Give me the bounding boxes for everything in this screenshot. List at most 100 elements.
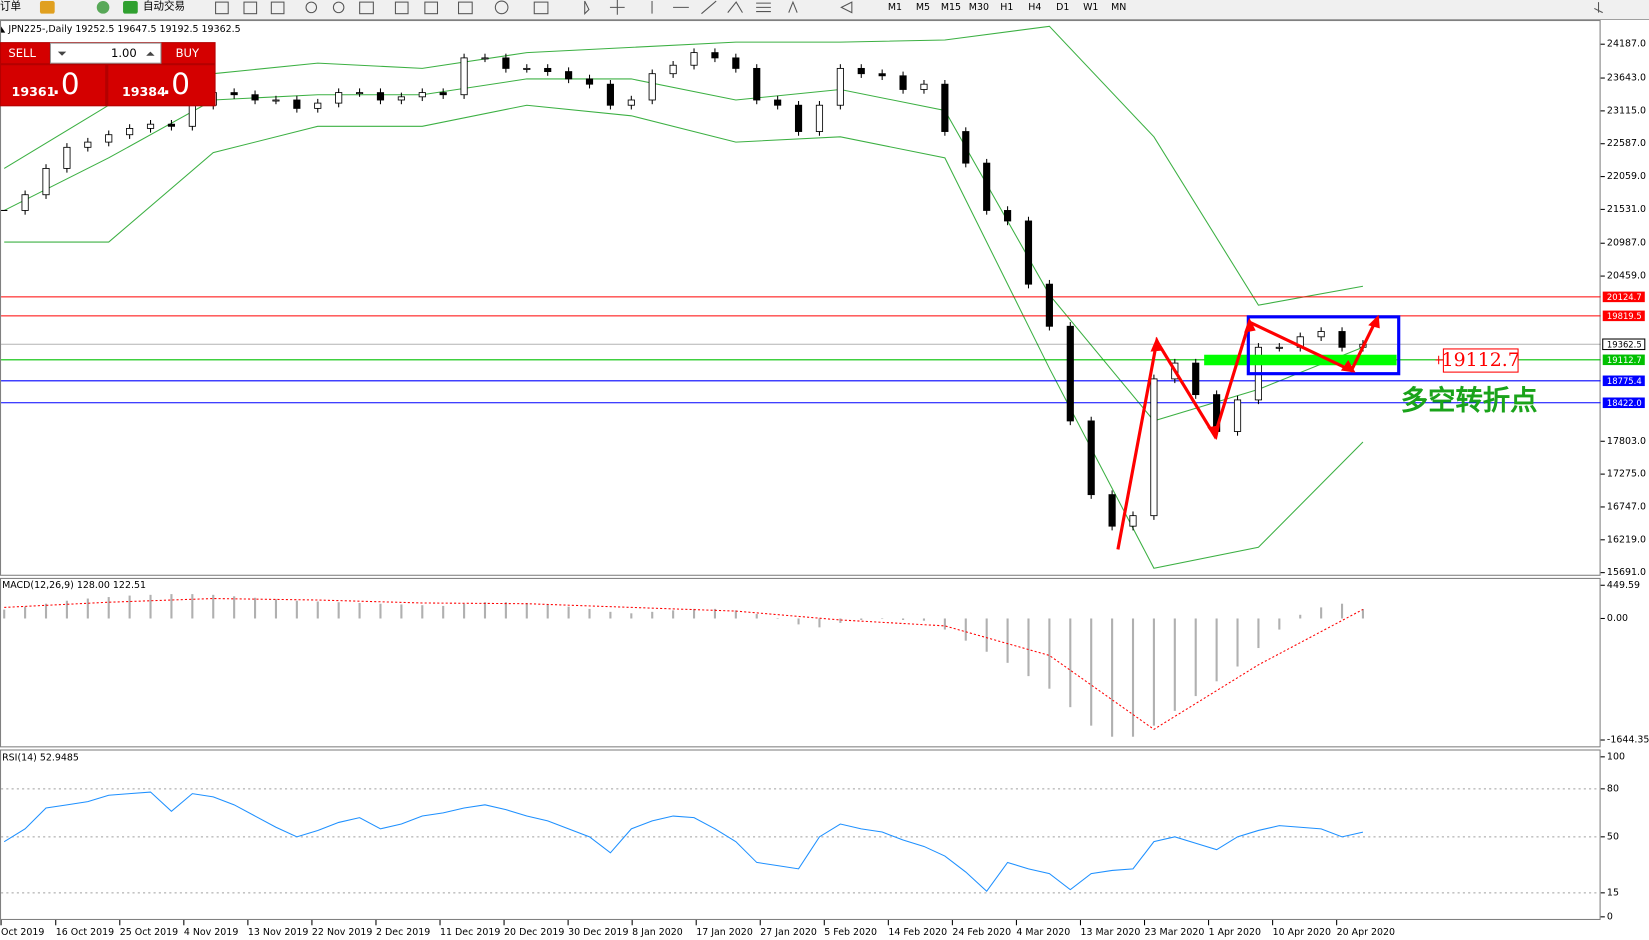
date-axis: Oct 2019 16 Oct 2019 25 Oct 2019 4 Nov 2019… (0, 920, 1395, 938)
macd-bar (1320, 607, 1323, 619)
candle (732, 57, 740, 69)
timeframe-button[interactable]: M5 (916, 2, 930, 13)
macd-bar (1152, 618, 1155, 726)
buy-label[interactable]: BUY (176, 46, 200, 60)
arrow-head (1244, 317, 1256, 333)
macd-bar (24, 606, 27, 619)
toolbar (0, 0, 1649, 19)
candle (711, 52, 719, 59)
auto-trading-button[interactable]: 自动交易 (143, 0, 185, 12)
timeframe-button[interactable]: M30 (969, 2, 989, 13)
icon[interactable] (39, 1, 55, 14)
candle (983, 162, 991, 211)
icon[interactable] (305, 1, 318, 14)
buy-price-button[interactable] (108, 65, 215, 106)
candle (523, 67, 531, 70)
icon[interactable] (394, 1, 409, 15)
icon[interactable] (584, 0, 590, 15)
icon[interactable] (651, 0, 771, 15)
candle (21, 194, 29, 211)
macd-bar (358, 602, 361, 619)
arrow-head (1368, 314, 1380, 329)
macd-bar (212, 594, 215, 619)
sell-price-pips[interactable]: .0 (52, 67, 80, 101)
macd-bar (692, 608, 696, 619)
x-tick-label: 2 Dec 2019 (376, 927, 430, 938)
icon[interactable] (424, 1, 439, 15)
icon[interactable] (533, 1, 549, 15)
price-chart: JPN225-,Daily 19252.5 19647.5 19192.5 19… (1, 24, 1646, 578)
lot-value[interactable]: 1.00 (111, 46, 137, 60)
macd-bar (985, 618, 988, 652)
icon[interactable] (332, 1, 345, 14)
timeframe-button[interactable]: M15 (941, 2, 961, 13)
order-button[interactable]: 订单 (0, 0, 21, 12)
macd-bar (1090, 618, 1093, 726)
timeframe-button[interactable]: H1 (1000, 2, 1013, 13)
sell-price-main[interactable]: 19361 (12, 84, 56, 99)
candle (397, 96, 405, 101)
icon[interactable] (727, 1, 743, 13)
icon[interactable] (123, 1, 138, 14)
macd-bar (943, 618, 946, 630)
macd-bar (713, 608, 716, 619)
icon[interactable] (494, 0, 509, 15)
timeframe-button[interactable]: M1 (888, 2, 902, 13)
icon[interactable] (457, 1, 473, 15)
candle (314, 102, 322, 109)
candle (815, 104, 824, 132)
timeframe-button[interactable]: MN (1111, 2, 1126, 13)
sell-label[interactable]: SELL (8, 46, 36, 60)
macd-panel (0, 577, 1601, 748)
candle (418, 92, 426, 98)
macd-bar (860, 618, 863, 620)
macd-bar (337, 602, 340, 619)
macd-bar (1278, 618, 1281, 630)
icon[interactable] (788, 0, 798, 13)
icon[interactable] (1594, 2, 1603, 14)
sell-button[interactable] (1, 43, 50, 64)
timeframe-button[interactable]: D1 (1056, 2, 1069, 13)
buy-price-main[interactable]: 19384 (122, 84, 166, 99)
timeframe-button[interactable]: W1 (1083, 2, 1098, 13)
y-tick-label: 24187.0 (1607, 39, 1646, 50)
candle (857, 67, 865, 75)
buy-button[interactable] (161, 43, 215, 64)
candle (774, 99, 782, 106)
annotation-note: 多空转折点 (1401, 385, 1538, 417)
macd-bar (3, 609, 6, 619)
macd-bar (672, 610, 675, 619)
candle (293, 99, 301, 109)
icon[interactable] (359, 1, 374, 15)
candle (105, 134, 113, 143)
macd-bar (65, 600, 68, 619)
macd-title: MACD(12,26,9) 128.00 122.51 (2, 580, 146, 591)
y-tick-label: 20987.0 (1607, 238, 1646, 249)
level-label: 18422.0 (1607, 398, 1642, 408)
y-tick-label: 23643.0 (1607, 73, 1646, 84)
candle (1338, 331, 1346, 348)
icon[interactable] (840, 1, 853, 14)
annotation-pointer (1435, 355, 1443, 365)
macd-bar (964, 618, 967, 641)
macd-bar (1361, 609, 1365, 619)
candle (460, 57, 468, 96)
macd-bar (316, 601, 319, 619)
lot-input[interactable] (49, 42, 162, 64)
sell-price-button[interactable] (1, 65, 106, 106)
icon[interactable] (243, 1, 258, 15)
buy-price-pips[interactable]: .0 (162, 67, 190, 101)
icon[interactable] (609, 0, 625, 15)
icon[interactable] (215, 1, 229, 15)
timeframe-button[interactable]: H4 (1028, 2, 1041, 13)
macd-bar (44, 603, 48, 619)
macd-bar (1027, 618, 1030, 677)
icon[interactable] (270, 1, 285, 15)
y-tick-label: 20459.0 (1607, 271, 1646, 282)
candle (1233, 399, 1242, 432)
candle (126, 128, 134, 136)
macd-bar (797, 618, 800, 625)
macd-bar (818, 618, 821, 628)
icon[interactable] (96, 1, 110, 14)
